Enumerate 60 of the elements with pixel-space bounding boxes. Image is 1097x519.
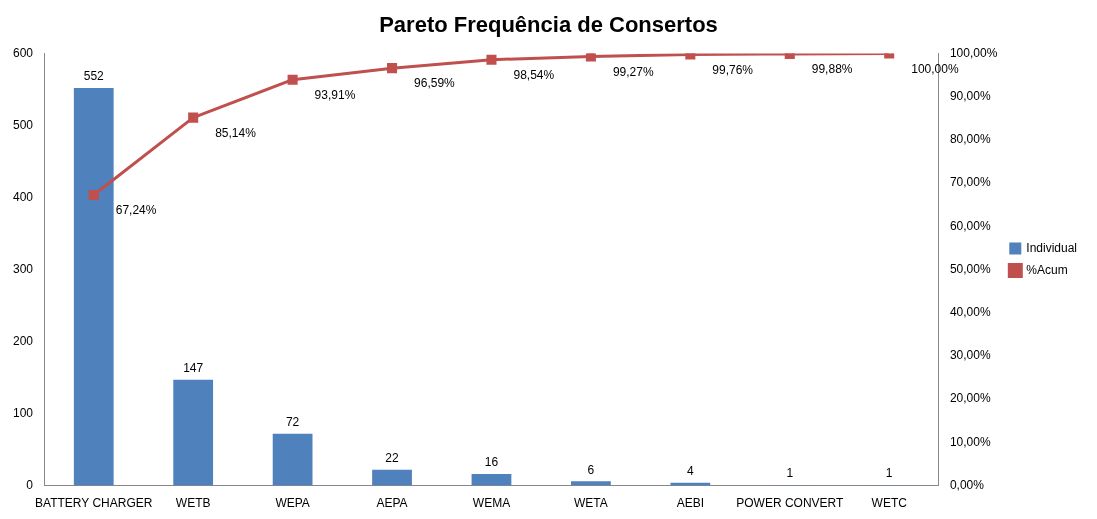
y-tick-label: 300	[12, 261, 34, 276]
y2-tick-label: 80,00%	[949, 132, 991, 147]
x-tick-label: WEMA	[472, 496, 511, 511]
x-tick-label: BATTERY CHARGER	[35, 496, 153, 511]
point	[287, 74, 298, 85]
y-tick-label: 200	[12, 333, 34, 348]
data-label: 22	[385, 451, 400, 466]
bar	[73, 87, 114, 486]
y2-tick-label: 60,00%	[949, 218, 991, 233]
data-label: 147	[183, 361, 204, 376]
data-label: 100,00%	[911, 61, 959, 76]
bar	[571, 481, 611, 486]
y-tick-label: 0	[26, 477, 34, 492]
y-tick-label: 100	[12, 405, 34, 420]
x-tick-label: WETA	[574, 496, 608, 511]
legend-label: Individual	[1026, 240, 1077, 255]
data-label: 16	[484, 455, 499, 470]
bar	[372, 469, 412, 486]
y2-tick-label: 0,00%	[949, 477, 985, 492]
point	[387, 63, 398, 74]
bar	[272, 433, 313, 486]
point	[88, 189, 99, 201]
y2-tick-label: 10,00%	[949, 434, 991, 449]
bar	[173, 379, 214, 486]
data-label: 552	[83, 69, 105, 84]
x-tick-label: AEPA	[376, 496, 408, 511]
y-tick-label: 600	[12, 45, 34, 60]
y2-tick-label: 90,00%	[949, 88, 991, 103]
legend-label: %Acum	[1026, 262, 1068, 277]
y2-tick-label: 40,00%	[949, 305, 991, 320]
data-label: 99,76%	[712, 62, 754, 77]
chart-title: Pareto Frequência de Consertos	[379, 12, 718, 38]
data-label: 1	[786, 466, 794, 481]
data-label: 98,54%	[513, 68, 555, 83]
x-tick-label: WETB	[175, 496, 211, 511]
point	[486, 54, 497, 65]
x-tick-label: AEBI	[676, 496, 705, 511]
data-label: 72	[285, 415, 300, 430]
y-tick-label: 400	[12, 189, 34, 204]
data-label: 96,59%	[414, 76, 456, 91]
data-label: 85,14%	[215, 125, 257, 140]
y2-tick-label: 30,00%	[949, 348, 991, 363]
data-label: 6	[587, 462, 595, 477]
bar	[471, 474, 512, 486]
x-tick-label: WEPA	[275, 496, 310, 511]
data-label: 99,27%	[612, 64, 654, 79]
point	[188, 112, 199, 123]
y2-tick-label: 70,00%	[949, 175, 991, 190]
y2-tick-label: 50,00%	[949, 261, 991, 276]
y2-tick-label: 100,00%	[949, 45, 998, 60]
y2-tick-label: 20,00%	[949, 391, 991, 406]
data-label: 1	[885, 466, 893, 481]
y-tick-label: 500	[12, 117, 34, 132]
point	[585, 53, 596, 62]
x-tick-label: WETC	[871, 496, 908, 511]
data-label: 93,91%	[314, 88, 356, 103]
x-tick-label: POWER CONVERT	[736, 496, 844, 511]
data-label: 4	[687, 464, 694, 479]
data-label: 99,88%	[811, 62, 853, 77]
data-label: 67,24%	[115, 203, 157, 218]
